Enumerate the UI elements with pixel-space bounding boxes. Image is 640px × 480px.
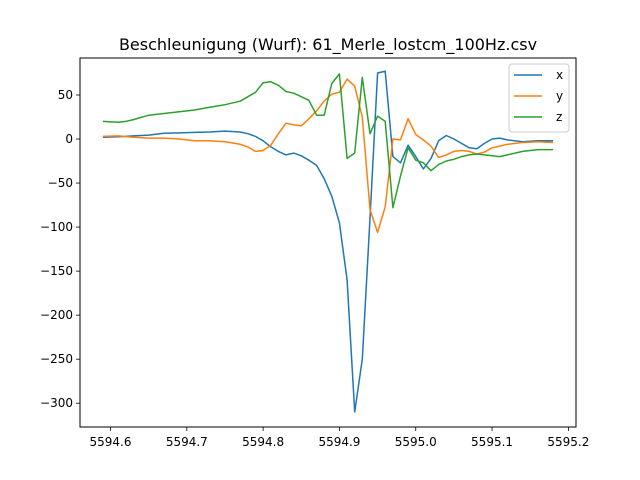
x-tick-label: 5595.2 — [547, 435, 589, 449]
y-tick-label: −300 — [40, 396, 73, 410]
x-axis-ticks: 5594.6 5594.7 5594.8 5594.9 5595.0 5595.1 5595… — [90, 427, 589, 449]
legend-label-x: x — [556, 68, 563, 82]
x-tick-label: 5594.9 — [318, 435, 360, 449]
axes-frame — [79, 57, 577, 428]
legend-box — [508, 63, 570, 133]
series-line-y — [102, 78, 554, 234]
chart-title: Beschleunigung (Wurf): 61_Merle_lostcm_1… — [119, 35, 537, 55]
y-tick-label: −200 — [40, 308, 73, 322]
x-tick-label: 5594.7 — [166, 435, 208, 449]
y-tick-label: −250 — [40, 352, 73, 366]
y-tick-label: −150 — [40, 264, 73, 278]
y-tick-label: 50 — [58, 88, 73, 102]
legend: xyz — [508, 63, 570, 133]
series-line-x — [102, 70, 554, 413]
y-tick-label: 0 — [65, 132, 73, 146]
y-axis-ticks: −300 −250 −200 −150 −100 −50 0 50 — [40, 88, 80, 410]
series-layer — [102, 70, 554, 413]
x-tick-label: 5595.0 — [395, 435, 437, 449]
x-tick-label: 5594.6 — [90, 435, 132, 449]
legend-label-y: y — [556, 89, 563, 103]
y-tick-label: −50 — [48, 176, 73, 190]
plot-area: 5594.6 5594.7 5594.8 5594.9 5595.0 5595.1 5595… — [40, 57, 589, 449]
legend-label-z: z — [556, 110, 562, 124]
legend-entries: xyz — [514, 68, 563, 124]
x-tick-label: 5595.1 — [471, 435, 513, 449]
y-tick-label: −100 — [40, 220, 73, 234]
series-line-z — [102, 73, 554, 209]
x-tick-label: 5594.8 — [242, 435, 284, 449]
